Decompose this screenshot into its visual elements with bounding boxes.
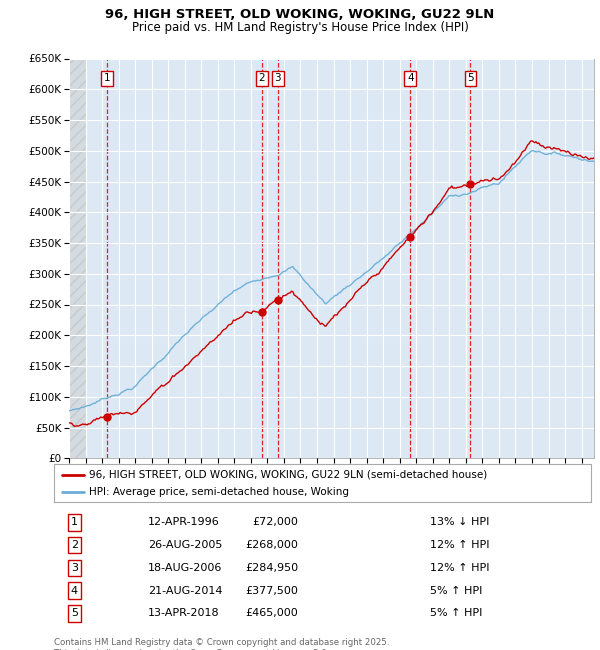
Bar <box>69 58 86 458</box>
Text: 4: 4 <box>71 586 78 595</box>
Text: 2: 2 <box>259 73 265 83</box>
Text: 96, HIGH STREET, OLD WOKING, WOKING, GU22 9LN: 96, HIGH STREET, OLD WOKING, WOKING, GU2… <box>106 8 494 21</box>
Text: 1: 1 <box>103 73 110 83</box>
Text: £465,000: £465,000 <box>245 608 298 618</box>
Text: £72,000: £72,000 <box>253 517 298 527</box>
Text: 5% ↑ HPI: 5% ↑ HPI <box>430 586 482 595</box>
Text: 12% ↑ HPI: 12% ↑ HPI <box>430 563 490 573</box>
Text: HPI: Average price, semi-detached house, Woking: HPI: Average price, semi-detached house,… <box>89 487 349 497</box>
Text: 3: 3 <box>71 563 78 573</box>
Text: 12% ↑ HPI: 12% ↑ HPI <box>430 540 490 550</box>
Text: £268,000: £268,000 <box>245 540 298 550</box>
Text: 1: 1 <box>71 517 78 527</box>
Text: Price paid vs. HM Land Registry's House Price Index (HPI): Price paid vs. HM Land Registry's House … <box>131 21 469 34</box>
Text: 13% ↓ HPI: 13% ↓ HPI <box>430 517 489 527</box>
Text: £284,950: £284,950 <box>245 563 298 573</box>
Text: 5: 5 <box>467 73 474 83</box>
Text: 12-APR-1996: 12-APR-1996 <box>148 517 220 527</box>
Text: 26-AUG-2005: 26-AUG-2005 <box>148 540 223 550</box>
Text: 21-AUG-2014: 21-AUG-2014 <box>148 586 223 595</box>
Text: Contains HM Land Registry data © Crown copyright and database right 2025.
This d: Contains HM Land Registry data © Crown c… <box>54 638 389 650</box>
Text: 96, HIGH STREET, OLD WOKING, WOKING, GU22 9LN (semi-detached house): 96, HIGH STREET, OLD WOKING, WOKING, GU2… <box>89 470 487 480</box>
Text: 2: 2 <box>71 540 78 550</box>
Text: 13-APR-2018: 13-APR-2018 <box>148 608 220 618</box>
Text: 3: 3 <box>275 73 281 83</box>
Text: £377,500: £377,500 <box>245 586 298 595</box>
Text: 5: 5 <box>71 608 78 618</box>
Bar <box>69 58 86 458</box>
Text: 18-AUG-2006: 18-AUG-2006 <box>148 563 223 573</box>
Text: 4: 4 <box>407 73 413 83</box>
Text: 5% ↑ HPI: 5% ↑ HPI <box>430 608 482 618</box>
